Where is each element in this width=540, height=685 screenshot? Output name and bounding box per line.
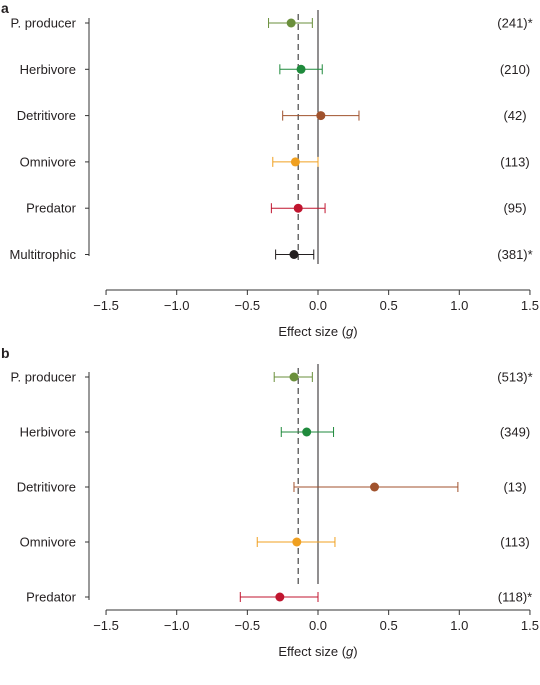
effect-size-point	[289, 372, 299, 382]
x-tick-label: −1.5	[93, 618, 119, 633]
effect-size-point	[293, 203, 303, 213]
effect-size-point	[316, 111, 326, 121]
x-tick-label: 0.0	[309, 298, 327, 313]
category-label: Detritivore	[17, 480, 76, 495]
effect-size-point	[296, 64, 306, 74]
category-label: Omnivore	[20, 154, 76, 169]
category-label: P. producer	[10, 16, 76, 31]
category-label: Herbivore	[20, 425, 76, 440]
x-axis-title: Effect size (g)	[278, 644, 357, 659]
effect-size-point	[292, 537, 302, 547]
x-tick-label: 1.5	[521, 618, 539, 633]
sample-size-label: (95)	[503, 201, 526, 216]
x-tick-label: −1.5	[93, 298, 119, 313]
x-tick-label: 0.0	[309, 618, 327, 633]
sample-size-label: (113)	[500, 154, 529, 169]
sample-size-label: (42)	[503, 108, 526, 123]
effect-size-point	[302, 427, 312, 437]
sample-size-label: (13)	[503, 480, 526, 495]
x-tick-label: 0.5	[380, 618, 398, 633]
x-tick-label: −0.5	[235, 298, 261, 313]
x-tick-label: 1.0	[450, 618, 468, 633]
sample-size-label: (349)	[500, 425, 530, 440]
sample-size-label: (513)*	[497, 370, 532, 385]
category-label: Omnivore	[20, 535, 76, 550]
category-label: Predator	[26, 590, 77, 605]
effect-size-point	[370, 482, 380, 492]
effect-size-point	[286, 18, 296, 28]
x-tick-label: −1.0	[164, 618, 190, 633]
sample-size-label: (118)*	[498, 590, 532, 605]
effect-size-point	[289, 250, 299, 259]
x-tick-label: −1.0	[164, 298, 190, 313]
effect-size-point	[275, 592, 285, 602]
category-label: Multitrophic	[10, 247, 77, 262]
x-tick-label: −0.5	[235, 618, 261, 633]
effect-size-point	[290, 157, 300, 167]
x-tick-label: 1.0	[450, 298, 468, 313]
category-label: Predator	[26, 201, 77, 216]
panel-letter: b	[1, 345, 10, 361]
category-label: Herbivore	[20, 62, 76, 77]
panel-a: aP. producer (241)* Herbivore (210) Detritiv…	[1, 0, 539, 339]
sample-size-label: (241)*	[497, 16, 532, 31]
category-label: P. producer	[10, 370, 76, 385]
sample-size-label: (113)	[500, 535, 529, 550]
category-label: Detritivore	[17, 108, 76, 123]
x-tick-label: 1.5	[521, 298, 539, 313]
panel-b: bP. producer (513)* Herbivore (349) Detritiv…	[1, 345, 539, 659]
x-tick-label: 0.5	[380, 298, 398, 313]
sample-size-label: (210)	[500, 62, 530, 77]
sample-size-label: (381)*	[497, 247, 532, 262]
panel-letter: a	[1, 0, 9, 16]
x-axis-title: Effect size (g)	[278, 324, 357, 339]
